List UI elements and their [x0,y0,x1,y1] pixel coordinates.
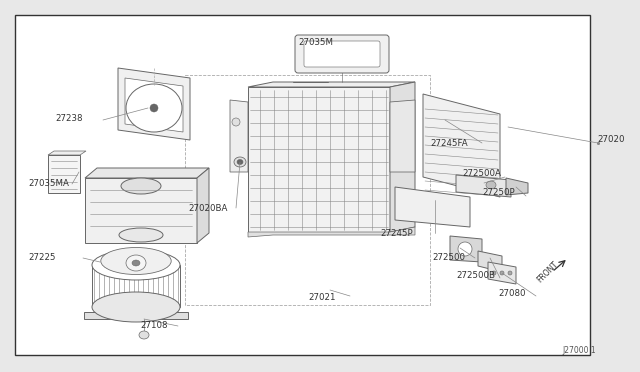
Polygon shape [197,168,209,243]
FancyBboxPatch shape [295,35,389,73]
Text: 272500A: 272500A [462,169,501,177]
Polygon shape [125,78,183,132]
Ellipse shape [458,242,472,256]
Text: 27108: 27108 [140,321,168,330]
Text: 27245P: 27245P [380,228,413,237]
Text: 27020BA: 27020BA [188,203,227,212]
Polygon shape [85,168,209,178]
Polygon shape [85,178,197,243]
Text: 27238: 27238 [55,113,83,122]
Bar [48,155,80,193]
Ellipse shape [492,271,496,275]
Text: 27245FA: 27245FA [430,138,468,148]
Text: 27021: 27021 [308,294,335,302]
Ellipse shape [237,160,243,164]
Ellipse shape [508,271,512,275]
Text: J27000 1: J27000 1 [563,346,596,355]
Polygon shape [423,94,500,197]
Ellipse shape [92,292,180,322]
Ellipse shape [486,181,496,189]
Ellipse shape [139,331,149,339]
Polygon shape [450,236,482,262]
Polygon shape [248,87,390,232]
Ellipse shape [150,104,158,112]
FancyBboxPatch shape [304,41,380,67]
Text: 272500B: 272500B [456,270,495,279]
Ellipse shape [132,260,140,266]
Polygon shape [506,178,528,195]
Text: 27035M: 27035M [298,38,333,46]
Ellipse shape [126,255,146,271]
Polygon shape [456,175,511,197]
Polygon shape [488,262,516,284]
Bar [15,15,590,355]
Ellipse shape [101,247,172,275]
Polygon shape [390,100,415,172]
Ellipse shape [92,250,180,280]
Polygon shape [48,151,86,155]
Ellipse shape [121,178,161,194]
Ellipse shape [234,157,246,167]
Polygon shape [395,187,470,227]
Text: 27080: 27080 [498,289,525,298]
Ellipse shape [500,271,504,275]
Ellipse shape [232,118,240,126]
Ellipse shape [126,84,182,132]
Polygon shape [248,82,415,87]
Polygon shape [248,227,415,237]
Text: 272500: 272500 [432,253,465,263]
Text: 27225: 27225 [28,253,56,263]
Polygon shape [84,312,188,319]
Polygon shape [390,82,415,232]
Polygon shape [478,251,502,272]
Text: 27250P: 27250P [482,187,515,196]
Text: 27020: 27020 [597,135,625,144]
Polygon shape [118,68,190,140]
Text: FRONT: FRONT [536,260,561,284]
Text: 27035MA: 27035MA [28,179,69,187]
Polygon shape [230,100,248,172]
Ellipse shape [119,228,163,242]
